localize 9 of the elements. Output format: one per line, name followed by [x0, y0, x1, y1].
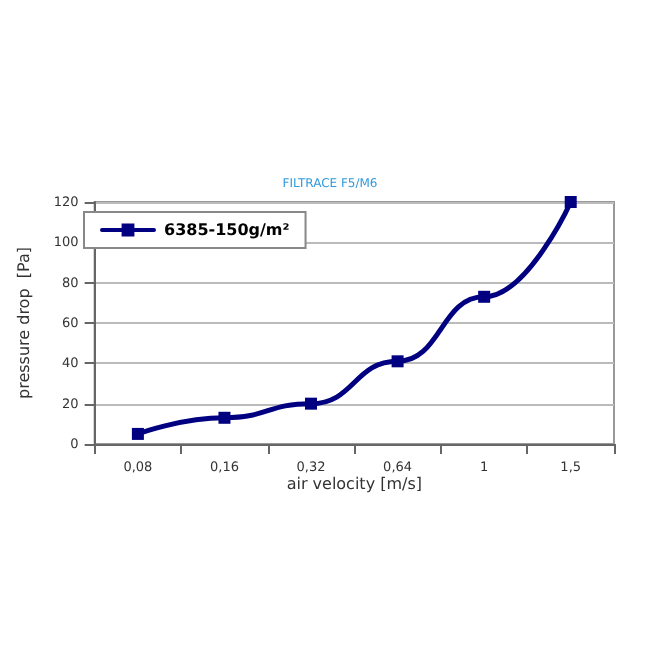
y-axis-title: pressure drop [Pa] [15, 247, 33, 399]
point [218, 411, 231, 424]
point [564, 196, 577, 208]
point [391, 355, 404, 368]
point [305, 397, 318, 410]
point [131, 427, 144, 440]
x-axis-title: air velocity [m/s] [286, 475, 422, 493]
point [478, 290, 491, 303]
legend-label: 6385-150g/m² [164, 221, 291, 239]
